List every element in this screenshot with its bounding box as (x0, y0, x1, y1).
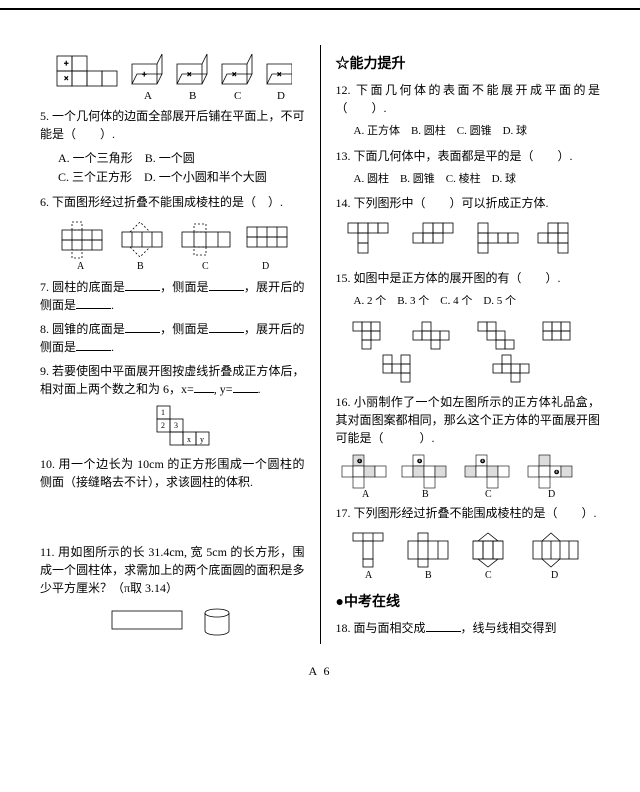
q5a: A. 一个三角形 (58, 151, 133, 165)
svg-text:D: D (548, 489, 555, 498)
svg-text:B: B (422, 489, 429, 498)
svg-text:+: + (64, 59, 69, 68)
svg-text:y: y (200, 435, 204, 444)
svg-text:D: D (277, 90, 285, 101)
q9-figure: 1 23 xy (40, 404, 305, 449)
q9t1: 9. 若要使图中平面展开图按虚线折叠成正方体后，相对面上两个数之和为 6，x= (40, 364, 305, 396)
q12: 12. 下面几何体的表面不能展开成平面的是（ ）. (336, 81, 601, 117)
q7t1: 7. 圆柱的底面是 (40, 280, 125, 294)
svg-text:D: D (551, 570, 558, 581)
svg-text:B: B (425, 570, 432, 581)
q12-opts: A. 正方体 B. 圆柱 C. 圆锥 D. 球 (336, 123, 601, 141)
left-column: + × + × × × A B C D 5. 一个几何体的边面全部展开后铺在平面上，不可… (40, 45, 321, 644)
svg-text:C: C (234, 90, 241, 101)
svg-text:B: B (189, 90, 196, 101)
blank (426, 631, 461, 632)
columns: + × + × × × A B C D 5. 一个几何体的边面全部展开后铺在平面上，不可… (40, 45, 600, 644)
blank (76, 308, 111, 309)
svg-text:C: C (485, 489, 492, 498)
q6: 6. 下面图形经过折叠不能围成棱柱的是（ ）. (40, 193, 305, 211)
svg-text:A: A (144, 90, 152, 101)
q16-figure: ☺ ☺ ☺ ☺ A B C D (336, 453, 601, 498)
blank (125, 290, 160, 291)
q15-opts: A. 2 个 B. 3 个 C. 4 个 D. 5 个 (336, 293, 601, 311)
svg-text:2: 2 (161, 421, 165, 430)
q18: 18. 面与面相交成 ，线与线相交得到 (336, 619, 601, 637)
svg-text:☺: ☺ (356, 457, 363, 465)
q17: 17. 下列图形经过折叠不能围成棱柱的是（ ）. (336, 504, 601, 522)
svg-text:x: x (187, 435, 191, 444)
svg-text:×: × (64, 74, 69, 83)
q14: 14. 下列图形中（ ）可以折成正方体. (336, 194, 601, 212)
q16: 16. 小丽制作了一个如左图所示的正方体礼品盒，其对面图案都相同，那么这个正方体… (336, 393, 601, 447)
q11-figure (40, 603, 305, 638)
q15: 15. 如图中是正方体的展开图的有（ ）. (336, 269, 601, 287)
q11: 11. 用如图所示的长 31.4cm, 宽 5cm 的长方形，围成一个圆柱体，求… (40, 543, 305, 597)
svg-text:C: C (202, 261, 209, 272)
blank (125, 332, 160, 333)
q8t1: 8. 圆锥的底面是 (40, 322, 125, 336)
q5-opts: A. 一个三角形 B. 一个圆 C. 三个正方形 D. 一个小圆和半个大圆 (40, 149, 305, 187)
svg-text:3: 3 (174, 421, 178, 430)
q7: 7. 圆柱的底面是，侧面是，展开后的侧面是. (40, 278, 305, 314)
page-footer: A 6 (40, 664, 600, 679)
blank (76, 350, 111, 351)
q10: 10. 用一个边长为 10cm 的正方形围成一个圆柱的侧面（接缝略去不计），求该… (40, 455, 305, 491)
q5: 5. 一个几何体的边面全部展开后铺在平面上，不可能是（ ）. (40, 107, 305, 143)
q17-figure: A B C D (336, 528, 601, 583)
blank (209, 290, 244, 291)
q13-opts: A. 圆柱 B. 圆锥 C. 棱柱 D. 球 (336, 171, 601, 189)
blank (209, 332, 244, 333)
q5c: C. 三个正方形 (58, 170, 132, 184)
svg-text:×: × (187, 70, 192, 79)
svg-text:×: × (277, 70, 282, 79)
spacer (40, 497, 305, 537)
q4-figure: + × + × × × A B C D (40, 51, 305, 101)
right-column: 能力提升 12. 下面几何体的表面不能展开成平面的是（ ）. A. 正方体 B.… (321, 45, 601, 644)
section-header: 能力提升 (336, 53, 601, 73)
q18t1: 18. 面与面相交成 (336, 621, 426, 635)
q18t2: ，线与线相交得到 (461, 621, 557, 635)
q14-figure (336, 218, 601, 263)
q9t3: . (258, 382, 261, 396)
section-header-2: 中考在线 (336, 591, 601, 611)
q7t2: ，侧面是 (160, 280, 209, 294)
q8: 8. 圆锥的底面是，侧面是，展开后的侧面是. (40, 320, 305, 356)
q7t4: . (111, 298, 114, 312)
q8t4: . (111, 340, 114, 354)
q9t2: , y= (214, 382, 233, 396)
svg-text:×: × (232, 70, 237, 79)
svg-text:☺: ☺ (416, 457, 423, 465)
svg-text:A: A (77, 261, 85, 272)
page: + × + × × × A B C D 5. 一个几何体的边面全部展开后铺在平面上，不可… (0, 8, 640, 714)
svg-text:+: + (142, 70, 147, 79)
svg-text:C: C (485, 570, 492, 581)
svg-text:☺: ☺ (479, 457, 486, 465)
q5d: D. 一个小圆和半个大圆 (144, 170, 267, 184)
svg-text:A: A (362, 489, 370, 498)
q8t2: ，侧面是 (160, 322, 209, 336)
q6-figure: A B C D (40, 217, 305, 272)
q15-figure (336, 317, 601, 387)
svg-text:D: D (262, 261, 269, 272)
blank (194, 392, 214, 393)
svg-text:1: 1 (161, 408, 165, 417)
svg-text:B: B (137, 261, 144, 272)
svg-text:A: A (365, 570, 373, 581)
q13: 13. 下面几何体中，表面都是平的是（ ）. (336, 147, 601, 165)
blank (233, 392, 258, 393)
q5b: B. 一个圆 (145, 151, 195, 165)
q9: 9. 若要使图中平面展开图按虚线折叠成正方体后，相对面上两个数之和为 6，x=,… (40, 362, 305, 398)
svg-text:☺: ☺ (553, 468, 560, 476)
